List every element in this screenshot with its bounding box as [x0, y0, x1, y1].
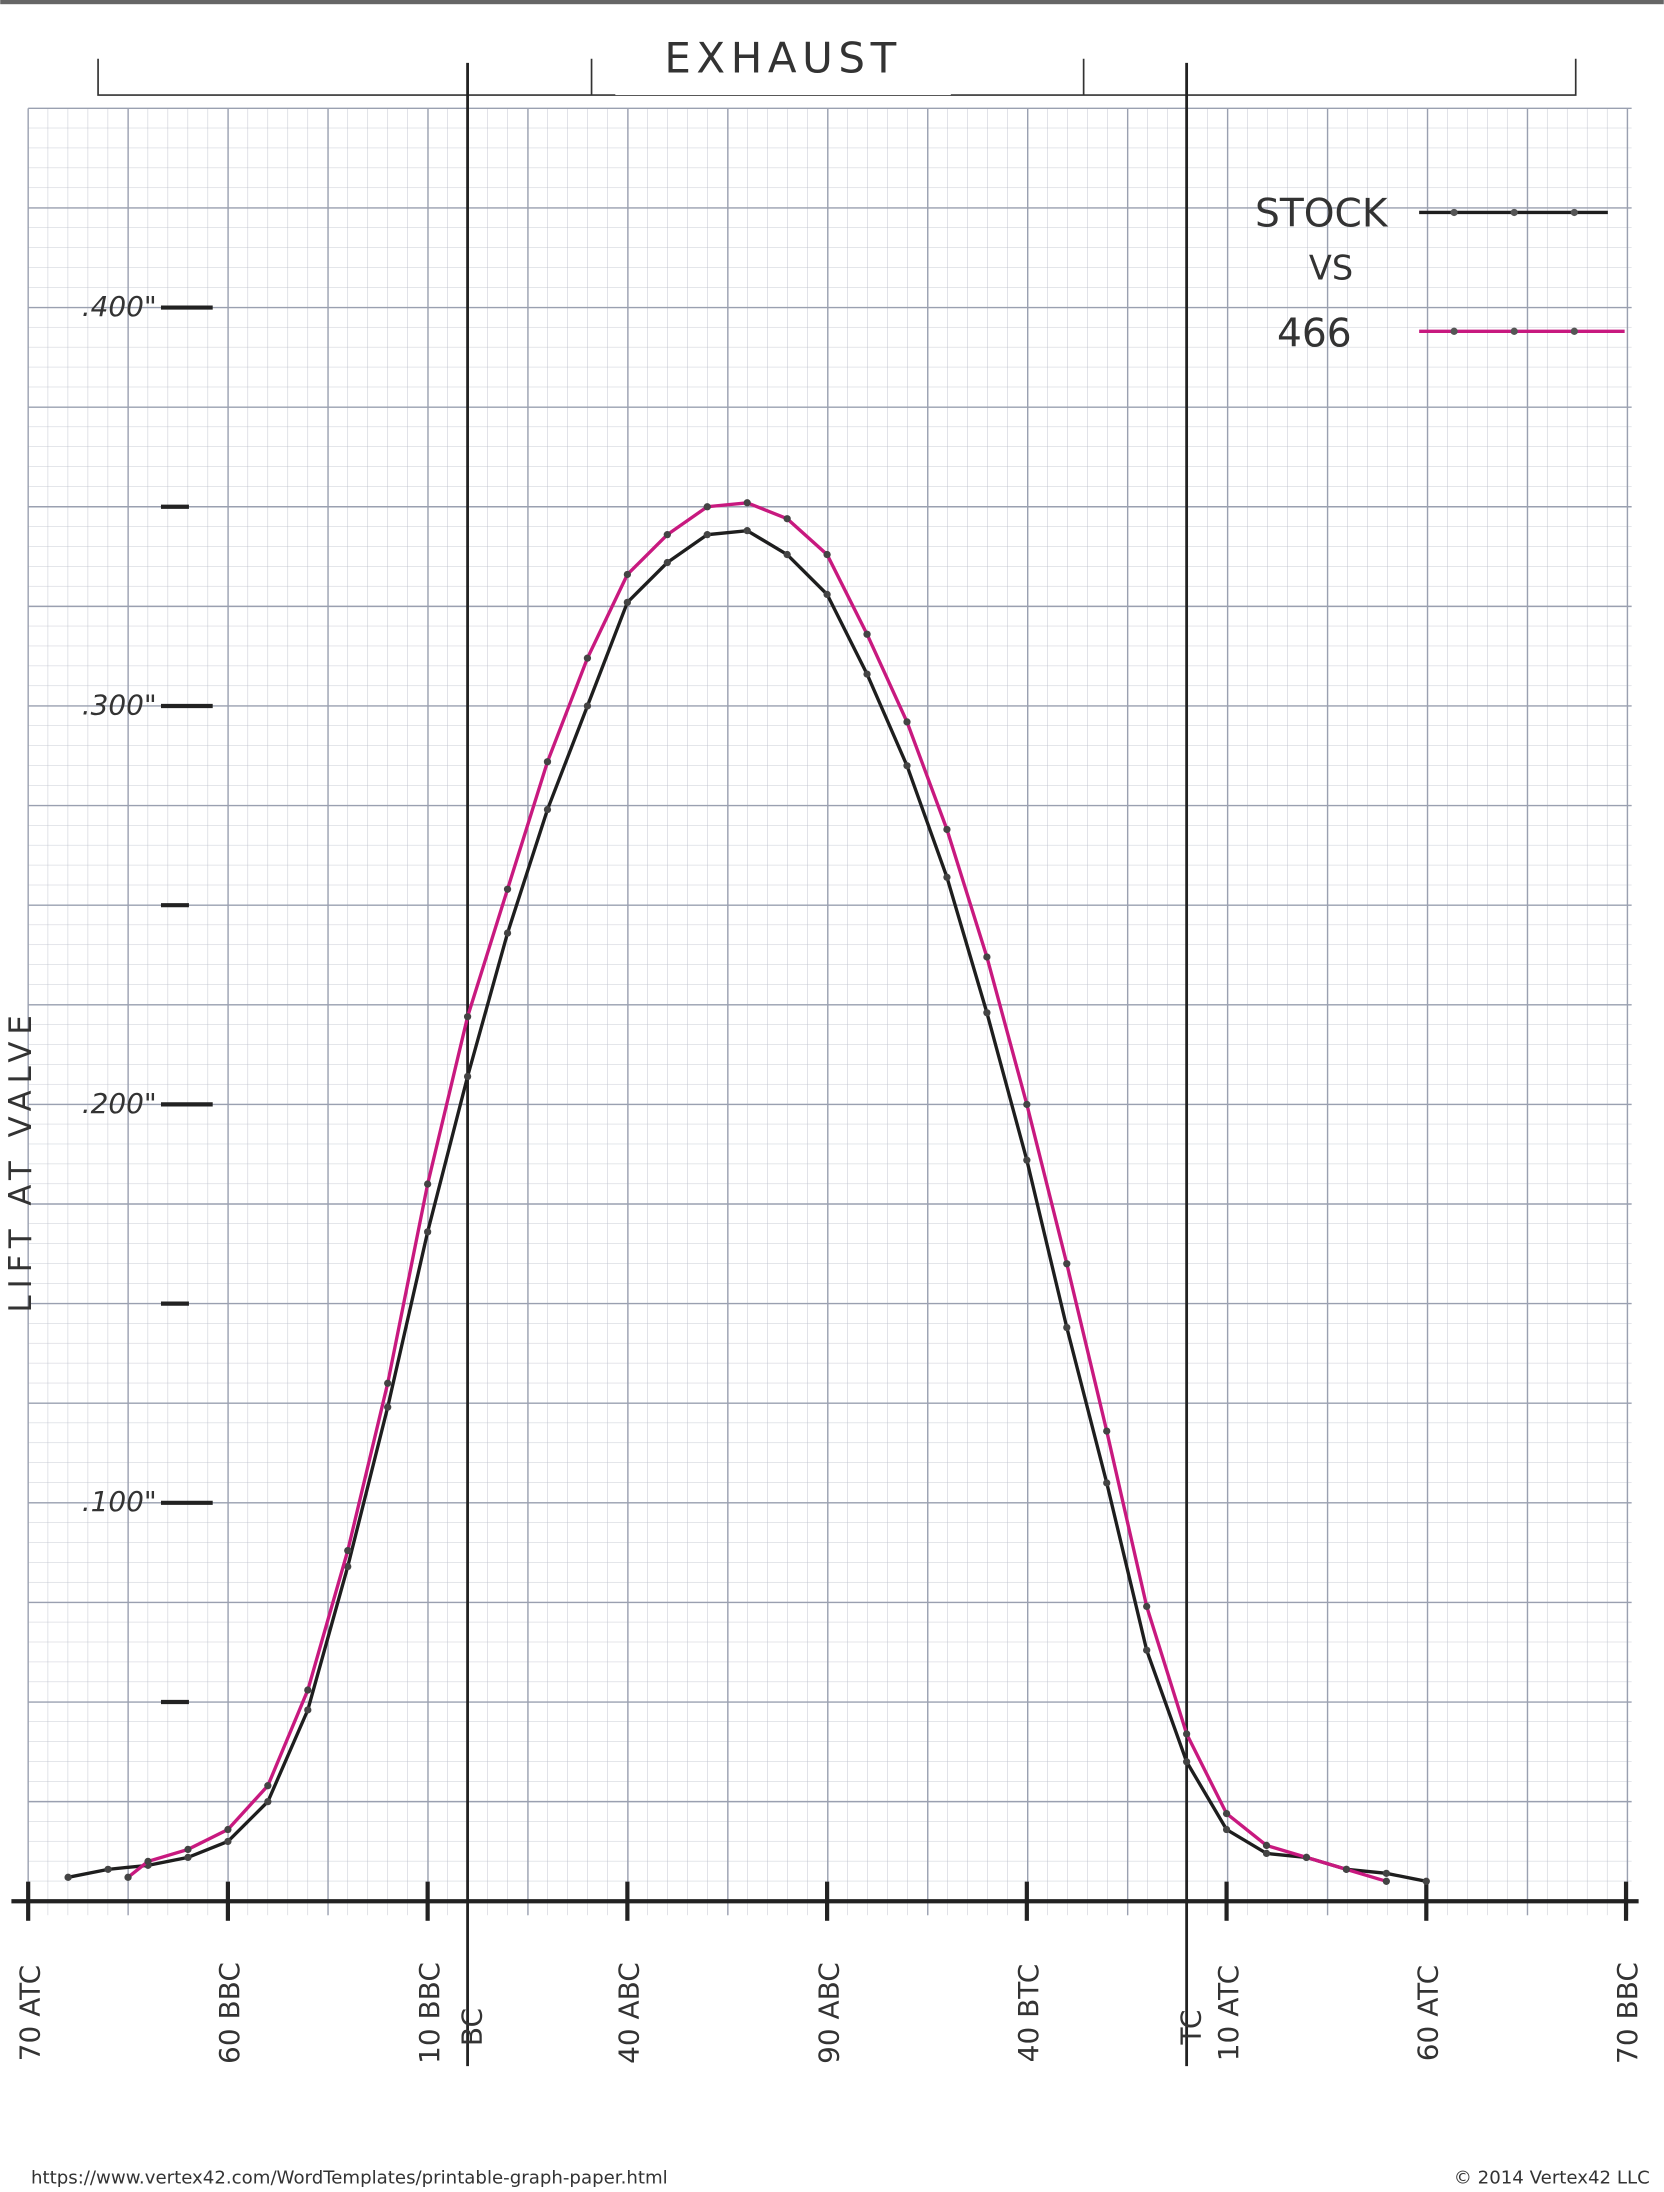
- data-point: [1063, 1323, 1071, 1332]
- data-point: [623, 598, 632, 607]
- data-point: [124, 1873, 132, 1881]
- data-point: [983, 953, 991, 961]
- data-point: [663, 558, 671, 567]
- data-point: [663, 531, 671, 539]
- y-tick-label: .400": [82, 290, 157, 323]
- data-point: [264, 1782, 272, 1790]
- data-point: [1342, 1865, 1351, 1873]
- data-point: [903, 718, 911, 726]
- x-tick-label: 60 BBC: [213, 1962, 246, 2064]
- data-point: [184, 1853, 192, 1862]
- legend-label: 466: [1277, 312, 1352, 357]
- footer-copyright: © 2014 Vertex42 LLC: [1454, 2168, 1650, 2189]
- data-point: [384, 1403, 392, 1411]
- legend-label: STOCK: [1255, 191, 1389, 236]
- data-point: [823, 590, 831, 599]
- data-point: [1262, 1849, 1271, 1858]
- data-point: [104, 1865, 112, 1873]
- data-point: [783, 550, 791, 559]
- minor-grid: [28, 108, 1632, 1916]
- data-point: [583, 654, 592, 662]
- data-point: [1063, 1260, 1071, 1268]
- data-point: [1182, 1730, 1191, 1738]
- data-point: [144, 1857, 152, 1866]
- data-point: [344, 1546, 352, 1555]
- y-axis-label: LIFT AT VALVE: [3, 1008, 39, 1312]
- data-point: [743, 499, 751, 507]
- graph-paper: [27, 107, 1632, 1916]
- footer-url: https://www.vertex42.com/WordTemplates/p…: [31, 2168, 668, 2189]
- data-point: [463, 1072, 472, 1081]
- data-point: [463, 1013, 472, 1021]
- data-point: [184, 1845, 192, 1854]
- data-point: [783, 515, 791, 523]
- y-tick-label: .300": [82, 688, 157, 721]
- x-tick-label: 40 BTC: [1012, 1964, 1045, 2063]
- x-tick-label: 70 ATC: [13, 1965, 46, 2061]
- y-tick-label: .200": [82, 1087, 157, 1120]
- data-point: [1023, 1100, 1031, 1109]
- legend-dot: [1510, 327, 1518, 335]
- data-point: [64, 1873, 72, 1881]
- data-point: [1382, 1869, 1390, 1877]
- data-point: [1182, 1758, 1191, 1766]
- data-point: [703, 531, 711, 539]
- data-point: [1302, 1853, 1311, 1862]
- data-point: [304, 1686, 312, 1694]
- reference-label: BC: [456, 2008, 489, 2046]
- data-point: [703, 503, 711, 511]
- data-point: [503, 885, 512, 893]
- data-point: [823, 550, 831, 559]
- legend-dot: [1510, 208, 1518, 217]
- legend-dot: [1450, 208, 1458, 217]
- data-point: [943, 825, 951, 834]
- data-point: [344, 1562, 352, 1571]
- data-point: [623, 570, 632, 579]
- data-point: [543, 758, 552, 766]
- data-point: [264, 1797, 272, 1806]
- x-tick-label: 60 ATC: [1411, 1965, 1444, 2061]
- data-point: [863, 670, 871, 678]
- data-point: [943, 873, 951, 881]
- y-tick-label: .100": [82, 1485, 157, 1518]
- data-point: [1143, 1646, 1151, 1654]
- data-point: [1382, 1877, 1390, 1885]
- data-point: [384, 1379, 392, 1387]
- data-point: [304, 1706, 312, 1714]
- data-point: [503, 929, 512, 937]
- scan-edge: [0, 0, 1664, 5]
- data-point: [1143, 1602, 1151, 1611]
- data-point: [1262, 1841, 1271, 1850]
- legend-dot: [1570, 327, 1578, 335]
- data-point: [424, 1228, 432, 1236]
- data-point: [224, 1837, 232, 1846]
- legend-dot: [1570, 208, 1578, 217]
- data-point: [1222, 1809, 1231, 1818]
- data-point: [1103, 1479, 1111, 1487]
- data-point: [224, 1825, 232, 1834]
- legend-joiner: VS: [1309, 249, 1353, 288]
- data-point: [1103, 1427, 1111, 1435]
- chart-title: EXHAUST: [664, 34, 901, 83]
- data-point: [983, 1009, 991, 1017]
- x-tick-label: 10 BBC: [413, 1962, 446, 2064]
- data-point: [863, 630, 871, 638]
- legend-dot: [1450, 327, 1458, 335]
- data-point: [903, 762, 911, 770]
- data-point: [583, 702, 592, 710]
- data-point: [424, 1180, 432, 1188]
- x-tick-label: 90 ABC: [812, 1962, 845, 2064]
- x-tick-label: 10 ATC: [1212, 1965, 1245, 2061]
- data-point: [743, 527, 751, 535]
- reference-label: TC: [1175, 2010, 1208, 2046]
- title-bg: [615, 39, 951, 96]
- data-point: [1023, 1156, 1031, 1164]
- x-tick-label: 40 ABC: [613, 1962, 646, 2064]
- data-point: [543, 805, 552, 814]
- data-point: [1222, 1825, 1231, 1834]
- x-tick-label: 70 BBC: [1611, 1962, 1644, 2064]
- data-point: [1422, 1877, 1430, 1885]
